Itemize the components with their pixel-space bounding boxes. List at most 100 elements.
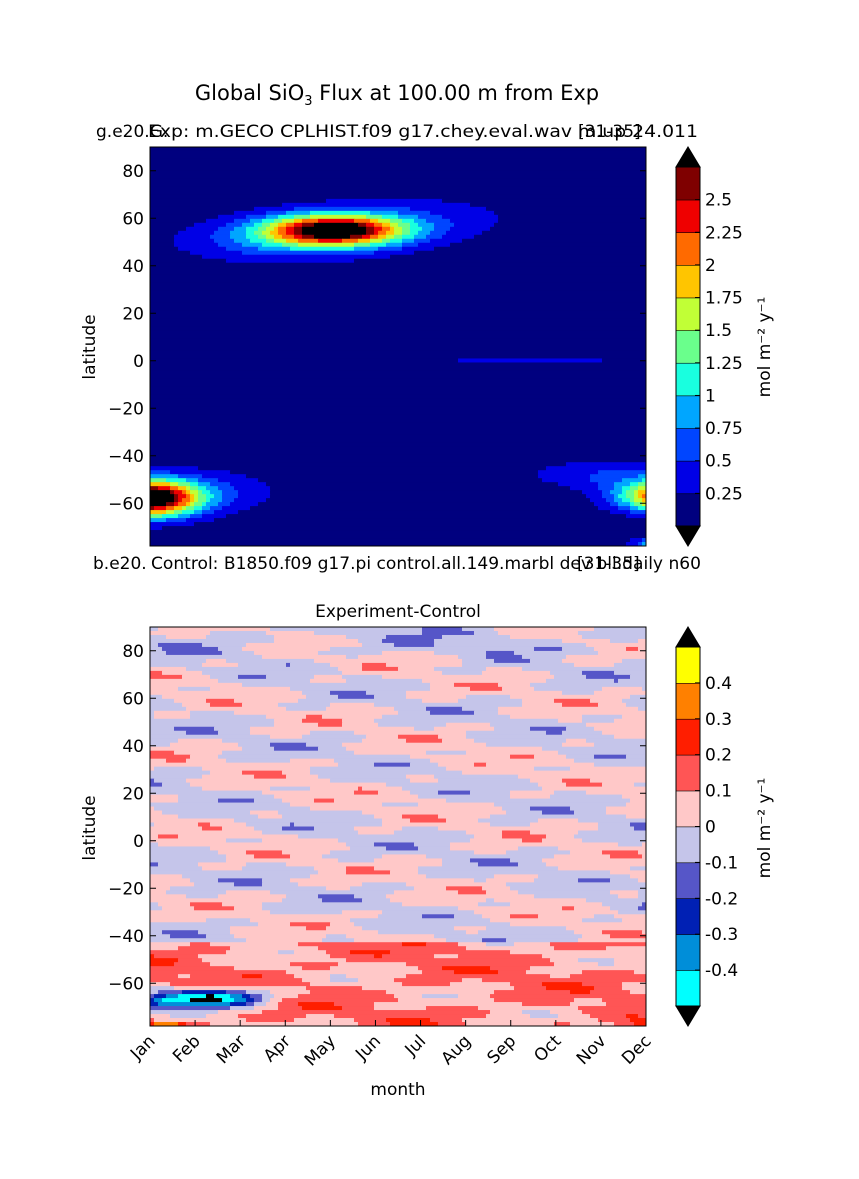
heatmap-cell — [230, 230, 247, 236]
colorbar-tick-label: -0.3 — [705, 925, 738, 945]
heatmap-cell — [614, 670, 646, 676]
heatmap-cell — [482, 886, 511, 891]
heatmap-cell — [246, 642, 363, 648]
heatmap-cell — [630, 1018, 646, 1023]
heatmap-cell — [230, 470, 539, 475]
heatmap-cell — [194, 510, 203, 515]
x-tick-label: Apr — [260, 1031, 295, 1066]
heatmap-cell — [190, 998, 223, 1003]
heatmap-cell — [546, 678, 615, 684]
heatmap-cell — [150, 966, 235, 971]
heatmap-cell — [286, 706, 327, 712]
heatmap-cell — [350, 234, 363, 240]
heatmap-cell — [422, 226, 435, 232]
heatmap-cell — [482, 670, 551, 676]
heatmap-cell — [598, 482, 615, 487]
heatmap-cell — [234, 486, 271, 491]
heatmap-cell — [158, 834, 179, 840]
heatmap-cell — [270, 734, 303, 740]
heatmap-cell — [166, 478, 187, 483]
heatmap-cell — [630, 694, 646, 700]
top-panel-title-a: g.e20.G. — [96, 122, 168, 142]
heatmap-cell — [354, 258, 646, 264]
heatmap-cell — [370, 238, 383, 244]
heatmap-cell — [290, 686, 431, 692]
heatmap-cell — [238, 662, 287, 668]
heatmap-cell — [214, 494, 223, 499]
heatmap-cell — [450, 226, 491, 232]
heatmap-cell — [522, 698, 555, 704]
y-tick-label: −20 — [108, 879, 144, 899]
heatmap-cell — [234, 818, 383, 824]
heatmap-cell — [206, 1014, 239, 1019]
heatmap-cell — [154, 710, 191, 716]
heatmap-cell — [446, 818, 479, 824]
heatmap-cell — [582, 1010, 646, 1015]
heatmap-cell — [262, 838, 339, 844]
heatmap-cell — [150, 526, 163, 531]
heatmap-cell — [154, 778, 187, 784]
heatmap-cell — [178, 798, 219, 804]
difference-heatmap — [150, 627, 646, 1026]
heatmap-cell — [190, 502, 195, 507]
heatmap-cell — [362, 666, 399, 672]
heatmap-cell — [542, 858, 646, 864]
heatmap-cell — [382, 214, 399, 220]
heatmap-cell — [566, 738, 587, 744]
heatmap-cell — [638, 542, 643, 546]
heatmap-cell — [442, 198, 646, 204]
heatmap-cell — [250, 810, 279, 816]
heatmap-cell — [606, 1002, 646, 1007]
heatmap-cell — [266, 234, 275, 240]
heatmap-cell — [210, 846, 351, 852]
heatmap-cell — [150, 666, 187, 672]
heatmap-cell — [618, 506, 631, 511]
heatmap-cell — [578, 830, 646, 836]
heatmap-cell — [610, 502, 619, 507]
heatmap-cell — [530, 726, 567, 732]
heatmap-cell — [346, 870, 391, 875]
heatmap-cell — [190, 878, 219, 883]
heatmap-cell — [474, 710, 499, 716]
heatmap-cell — [386, 662, 463, 668]
heatmap-cell — [234, 218, 251, 224]
heatmap-cell — [210, 770, 243, 776]
heatmap-cell — [522, 1010, 551, 1015]
heatmap-cell — [234, 906, 263, 911]
heatmap-cell — [642, 494, 646, 499]
heatmap-cell — [150, 914, 379, 919]
heatmap-cell — [442, 670, 483, 676]
heatmap-cell — [602, 782, 635, 788]
heatmap-cell — [382, 954, 435, 959]
heatmap-cell — [270, 742, 307, 748]
heatmap-cell — [518, 846, 559, 852]
heatmap-cell — [170, 486, 179, 491]
heatmap-cell — [158, 642, 203, 648]
heatmap-cell — [150, 302, 646, 308]
heatmap-cell — [566, 726, 595, 732]
heatmap-cell — [194, 494, 199, 499]
heatmap-cell — [410, 222, 419, 228]
heatmap-cell — [390, 226, 395, 232]
heatmap-cell — [262, 790, 355, 796]
heatmap-cell — [302, 978, 331, 983]
heatmap-cell — [178, 494, 187, 499]
heatmap-cell — [538, 474, 591, 479]
heatmap-cell — [602, 686, 643, 692]
heatmap-cell — [294, 822, 383, 828]
heatmap-cell — [150, 726, 175, 732]
heatmap-cell — [414, 726, 435, 732]
heatmap-cell — [202, 254, 391, 260]
heatmap-cell — [482, 914, 511, 919]
heatmap-cell — [394, 642, 435, 648]
heatmap-cell — [150, 854, 227, 860]
heatmap-cell — [242, 646, 331, 652]
heatmap-cell — [286, 226, 295, 232]
heatmap-cell — [270, 910, 343, 915]
colorbar-tick-label: 0.75 — [705, 419, 743, 439]
heatmap-cell — [594, 726, 646, 732]
heatmap-cell — [150, 794, 179, 800]
heatmap-cell — [550, 974, 571, 979]
heatmap-cell — [242, 974, 263, 979]
heatmap-cell — [522, 654, 567, 660]
